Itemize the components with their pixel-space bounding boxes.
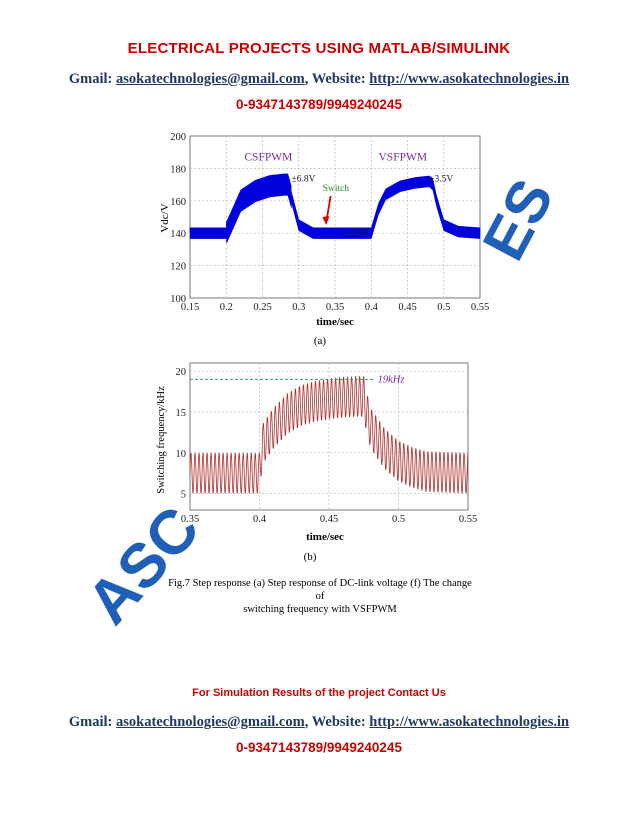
chart-b-ytick-label: 15 bbox=[176, 408, 187, 419]
chart-a-ytick-label: 160 bbox=[170, 197, 186, 208]
chart-a-xtick-label: 0.2 bbox=[220, 302, 233, 313]
chart-a-xtick-label: 0.4 bbox=[365, 302, 379, 313]
chart-a-ytick-label: 200 bbox=[170, 132, 186, 143]
chart-a-xtick-label: 0.45 bbox=[398, 302, 416, 313]
footer-website-label: , Website: bbox=[304, 714, 370, 730]
website-label: , Website: bbox=[304, 71, 370, 87]
chart-a-annotation: ±6.8V bbox=[292, 174, 316, 184]
chart-b-xtick-label: 0.5 bbox=[392, 514, 405, 525]
chart-b-xlabel: time/sec bbox=[306, 531, 344, 543]
header-contact-line: Gmail: asokatechnologies@gmail.com, Webs… bbox=[0, 71, 638, 88]
chart-a-xtick-label: 0.5 bbox=[437, 302, 450, 313]
chart-a-series bbox=[189, 173, 481, 244]
chart-a-xtick-label: 0.3 bbox=[292, 302, 305, 313]
chart-a-annotation: CSFPWM bbox=[244, 151, 292, 163]
footer-email-link[interactable]: asokatechnologies@gmail.com bbox=[116, 714, 305, 730]
chart-a-annotation: Switch bbox=[323, 184, 350, 194]
footer-gmail-label: Gmail: bbox=[68, 714, 117, 730]
chart-a-annotation: ±3.5V bbox=[346, 228, 370, 238]
chart-b-ticks: 0.35 0.4 0.45 0.5 0.55 5 10 15 20 bbox=[176, 367, 478, 525]
chart-b-ytick-label: 20 bbox=[176, 367, 187, 378]
chart-b-xtick-label: 0.45 bbox=[320, 514, 338, 525]
switch-arrowhead bbox=[322, 216, 330, 226]
chart-b-xtick-label: 0.55 bbox=[459, 514, 477, 525]
footer-website-link[interactable]: http://www.asokatechnologies.in bbox=[369, 714, 570, 730]
chart-b-ytick-label: 10 bbox=[176, 449, 187, 460]
chart-a-ytick-label: 140 bbox=[170, 229, 186, 240]
chart-a: 0.15 0.2 0.25 0.3 0.35 0.4 0.45 0.5 0.55 100 120 14… bbox=[159, 132, 489, 347]
chart-a-ylabel: Vdc/V bbox=[159, 203, 171, 232]
chart-a-xtick-label: 0.35 bbox=[326, 302, 344, 313]
chart-a-ytick-label: 180 bbox=[170, 164, 186, 175]
chart-a-series-line bbox=[189, 173, 481, 244]
chart-b-xtick-label: 0.35 bbox=[181, 514, 199, 525]
chart-a-annotation: VSFPWM bbox=[379, 151, 428, 163]
chart-b-panel-label: (b) bbox=[304, 551, 317, 563]
email-link[interactable]: asokatechnologies@gmail.com bbox=[116, 71, 305, 87]
chart-a-xlabel: time/sec bbox=[316, 316, 354, 328]
chart-b-annotations: 19kHz bbox=[190, 374, 404, 385]
gmail-label: Gmail: bbox=[68, 71, 117, 87]
chart-b: 0.35 0.4 0.45 0.5 0.55 5 10 15 20 19kHz time/sec… bbox=[156, 362, 478, 563]
caption-line-1: Fig.7 Step response (a) Step response of… bbox=[168, 578, 472, 602]
chart-a-ytick-label: 120 bbox=[170, 262, 186, 273]
footer-phone: 0-9347143789/9949240245 bbox=[236, 740, 402, 755]
contact-note: For Simulation Results of the project Co… bbox=[192, 687, 446, 699]
caption-line-2: switching frequency with VSFPWM bbox=[243, 604, 397, 615]
chart-a-xtick-label: 0.55 bbox=[471, 302, 489, 313]
footer-contact-line: Gmail: asokatechnologies@gmail.com, Webs… bbox=[0, 714, 638, 731]
chart-b-ytick-label: 5 bbox=[181, 490, 186, 501]
header-phone: 0-9347143789/9949240245 bbox=[236, 97, 402, 112]
chart-b-series-line bbox=[189, 376, 469, 494]
chart-a-annotations: CSFPWM VSFPWM Switch ±6.8V ±3.5V ±3.5V bbox=[244, 151, 453, 238]
figure-caption: Fig.7 Step response (a) Step response of… bbox=[165, 577, 475, 616]
chart-b-annotation: 19kHz bbox=[378, 374, 405, 385]
chart-a-ytick-label: 100 bbox=[170, 294, 186, 305]
chart-b-series bbox=[189, 376, 469, 494]
chart-b-ylabel: Switching frequency/kHz bbox=[156, 386, 167, 494]
chart-a-ticks: 0.15 0.2 0.25 0.3 0.35 0.4 0.45 0.5 0.55 100 120 14… bbox=[170, 132, 489, 313]
chart-a-panel-label: (a) bbox=[314, 335, 327, 347]
chart-b-xtick-label: 0.4 bbox=[253, 514, 267, 525]
website-link[interactable]: http://www.asokatechnologies.in bbox=[369, 71, 570, 87]
chart-a-annotation: ±3.5V bbox=[429, 174, 453, 184]
chart-a-xtick-label: 0.15 bbox=[181, 302, 199, 313]
page-title: ELECTRICAL PROJECTS USING MATLAB/SIMULIN… bbox=[127, 40, 511, 57]
chart-a-xtick-label: 0.25 bbox=[253, 302, 271, 313]
